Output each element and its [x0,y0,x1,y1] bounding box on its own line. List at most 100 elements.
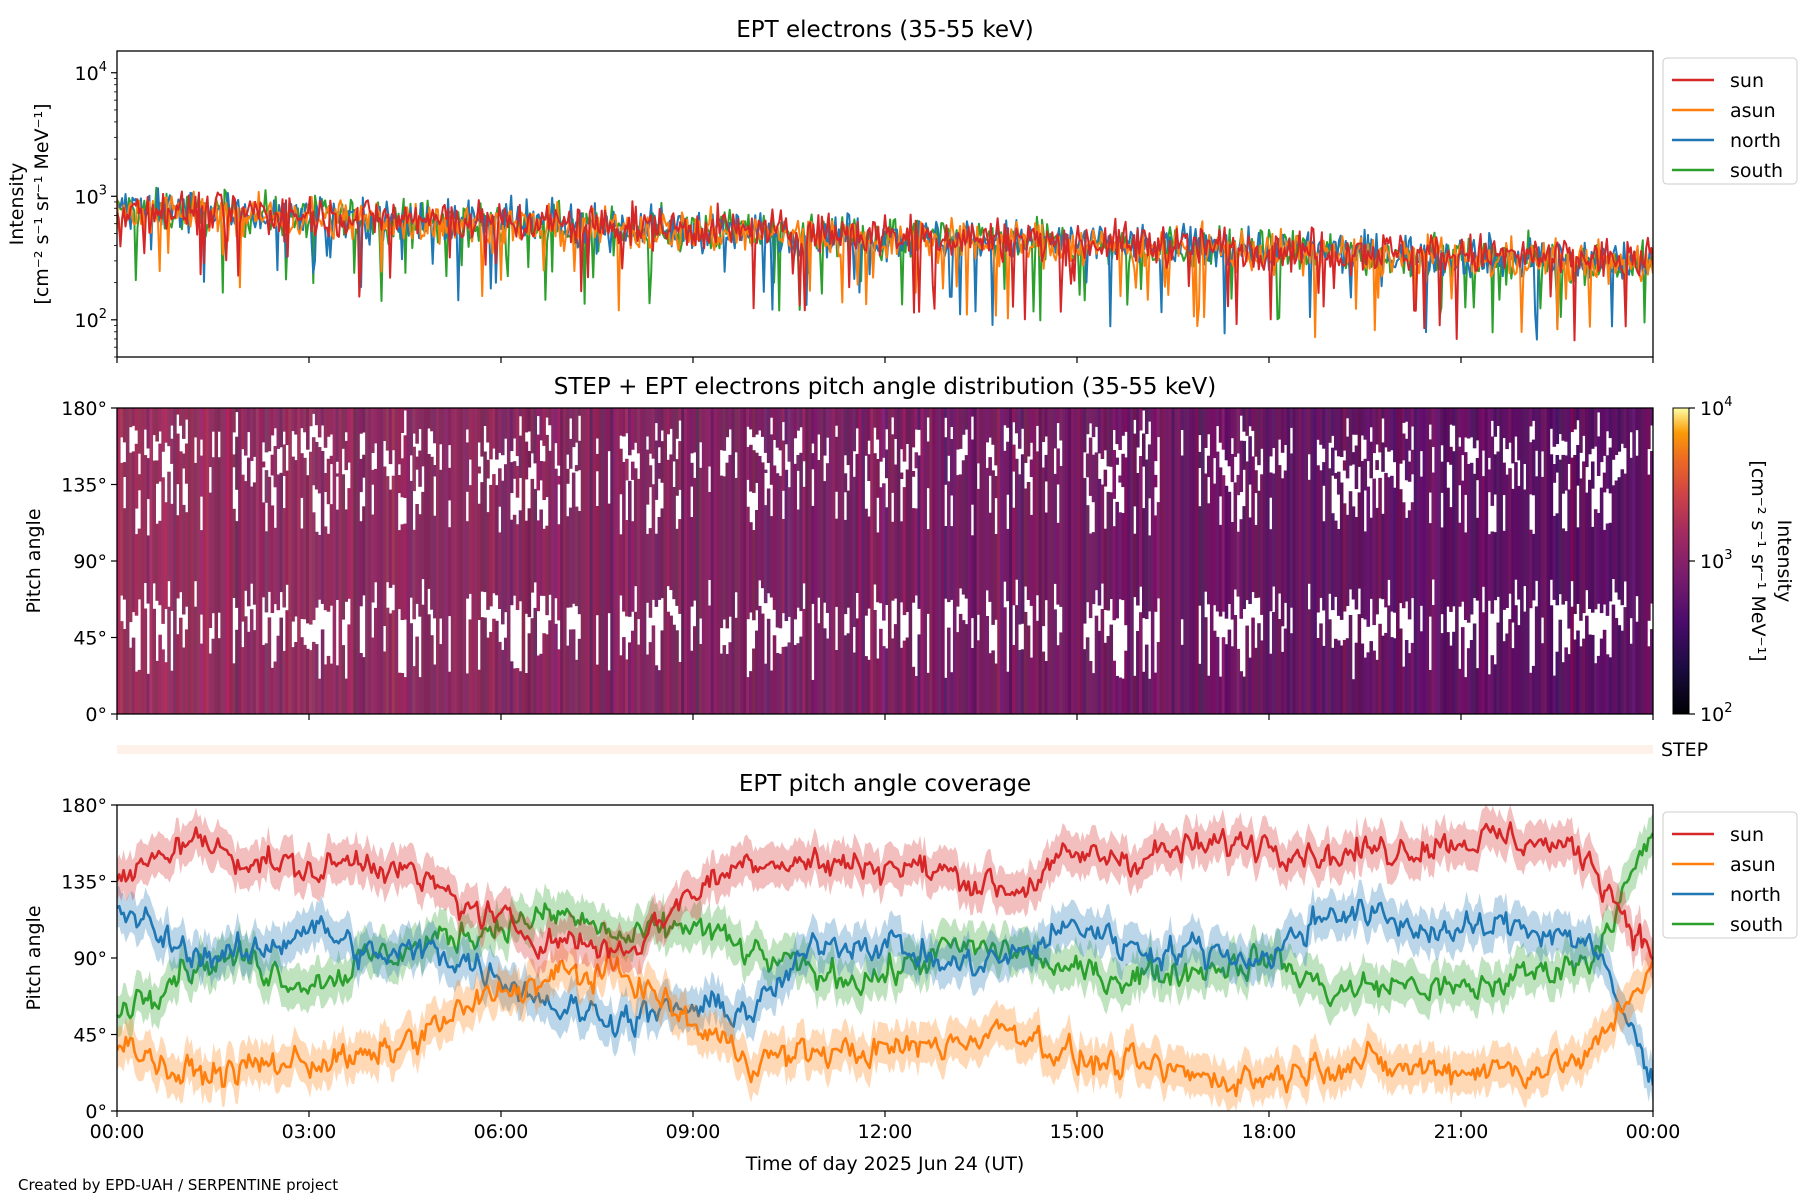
heatmap-cell [1360,461,1365,619]
heatmap-cell [365,408,369,714]
heatmap-cell [1283,408,1288,445]
heatmap-cell [418,514,422,617]
heatmap-cell [799,408,803,428]
heatmap-cell [1463,408,1468,438]
heatmap-cell [1446,408,1450,463]
heatmap-cell [651,625,656,714]
heatmap-cell [1599,408,1604,463]
heatmap-cell [282,508,286,608]
heatmap-cell [557,524,561,621]
heatmap-cell [1212,630,1217,714]
heatmap-cell [864,508,868,616]
heatmap-cell [1144,459,1149,620]
heatmap-cell [418,408,422,430]
panel3-plot-area [117,805,1653,1111]
heatmap-cell [1336,471,1341,495]
heatmap-cell [955,475,960,607]
heatmap-cell [317,408,322,438]
heatmap-cell [760,462,765,589]
heatmap-cell [238,408,242,714]
heatmap-cell [341,474,346,620]
heatmap-cell [1475,668,1480,714]
heatmap-cell [1608,522,1613,602]
heatmap-cell [1301,408,1306,714]
heatmap-cell [722,645,727,714]
heatmap-cell [707,492,712,580]
heatmap-cell [1472,473,1477,598]
heatmap-cell [1378,477,1382,599]
heatmap-cell [876,532,880,603]
heatmap-cell [784,408,789,445]
heatmap-cell [749,522,753,613]
heatmap-cell [1198,451,1202,468]
heatmap-cell [199,408,204,440]
heatmap-cell [1215,636,1220,714]
heatmap-cell [970,535,975,619]
heatmap-cell [1398,408,1403,464]
heatmap-cell [571,629,576,714]
heatmap-cell [1614,480,1619,593]
heatmap-cell [1331,647,1335,714]
heatmap-cell [397,475,402,494]
heatmap-cell [320,451,325,604]
heatmap-cell [282,408,286,432]
heatmap-cell [400,458,405,498]
y-tick-label: 135° [61,872,107,894]
heatmap-cell [1469,462,1474,615]
heatmap-cell [734,477,738,593]
heatmap-cell [908,408,913,714]
heatmap-cell [273,527,278,605]
heatmap-cell [557,649,561,714]
heatmap-cell [811,453,815,470]
heatmap-cell [1251,408,1255,431]
heatmap-cell [772,465,777,610]
heatmap-cell [784,646,789,714]
heatmap-cell [787,408,792,462]
heatmap-cell [1041,408,1046,442]
heatmap-cell [1579,408,1583,453]
heatmap-cell [651,484,656,600]
heatmap-cell [1103,469,1108,487]
heatmap-cell [403,523,408,620]
heatmap-cell [1289,633,1294,714]
heatmap-cell [362,506,366,596]
heatmap-cell [1277,619,1282,714]
heatmap-cell [855,408,860,429]
heatmap-cell [657,408,662,448]
heatmap-cell [1331,447,1335,476]
heatmap-cell [1319,623,1323,714]
heatmap-cell [1452,451,1456,607]
heatmap-cell [1085,505,1090,603]
panel1-frame [116,50,1654,358]
heatmap-cell [926,529,930,614]
heatmap-cell [164,662,168,714]
heatmap-cell [229,408,233,714]
heatmap-cell [453,408,458,714]
heatmap-cell [1449,507,1453,612]
heatmap-cell [1133,408,1137,420]
heatmap-cell [1393,487,1397,613]
heatmap-cell [1201,408,1205,714]
heatmap-cell [867,659,871,714]
heatmap-cell [427,454,431,589]
heatmap-cell [382,466,387,626]
heatmap-cell [515,408,520,457]
heatmap-cell [1336,408,1341,457]
heatmap-cell [382,408,387,441]
heatmap-cell [492,618,496,714]
heatmap-cell [554,408,558,444]
y-tick-label: 104 [75,60,107,85]
heatmap-cell [926,672,930,714]
heatmap-cell [371,469,375,485]
heatmap-cell [837,408,842,714]
colorbar [1672,407,1690,715]
heatmap-cell [985,467,989,591]
heatmap-cell [1342,408,1347,451]
heatmap-cell [991,408,995,445]
heatmap-cell [1006,408,1010,428]
heatmap-cell [1322,408,1326,449]
heatmap-cell [1056,448,1060,485]
heatmap-cell [498,408,502,453]
heatmap-cell [323,526,328,611]
heatmap-cell [858,408,862,714]
